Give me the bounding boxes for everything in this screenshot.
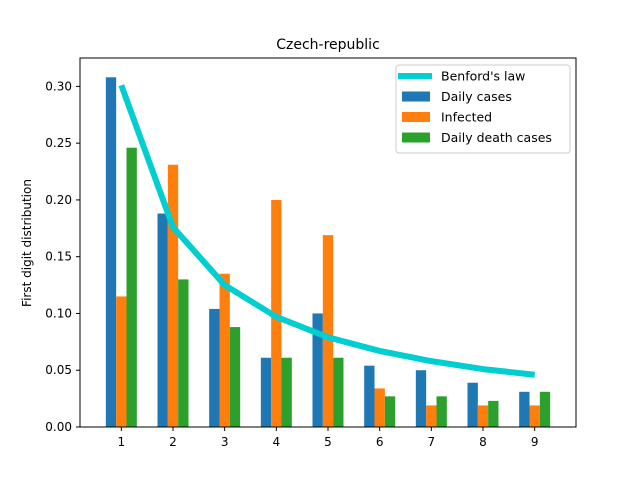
bar-daily-cases-7	[415, 370, 427, 427]
bar-daily-cases-1	[105, 77, 117, 427]
bar-daily-cases-2	[157, 213, 168, 427]
x-tick-label: 8	[479, 435, 487, 449]
x-tick-label: 6	[376, 435, 384, 449]
x-tick-label: 7	[428, 435, 436, 449]
bar-daily-cases-3	[209, 308, 220, 427]
x-tick-label: 5	[324, 435, 332, 449]
bar-daily-cases-6	[364, 365, 375, 427]
bar-daily-death-cases-7	[436, 396, 447, 427]
legend-label: Daily death cases	[441, 130, 552, 145]
bar-daily-cases-9	[519, 391, 530, 427]
y-tick-label: 0.30	[45, 79, 72, 93]
bar-daily-death-cases-4	[281, 357, 292, 427]
y-tick-label: 0.20	[45, 193, 72, 207]
x-tick-label: 3	[221, 435, 229, 449]
bar-daily-death-cases-5	[333, 357, 344, 427]
bar-infected-9	[529, 405, 540, 427]
bar-infected-6	[374, 388, 385, 427]
y-axis-label: First digit distribution	[20, 179, 34, 307]
bar-infected-3	[219, 273, 230, 427]
bar-infected-5	[322, 235, 334, 427]
legend-box	[395, 64, 571, 154]
y-tick-label: 0.05	[45, 363, 72, 377]
legend-label: Benford's law	[441, 69, 525, 84]
x-tick-label: 4	[273, 435, 281, 449]
bar-infected-2	[167, 164, 179, 428]
bar-daily-death-cases-8	[488, 400, 499, 427]
y-tick-label: 0.25	[45, 136, 72, 150]
x-tick-label: 1	[118, 435, 126, 449]
x-tick-label: 2	[169, 435, 177, 449]
bar-daily-cases-8	[467, 382, 478, 427]
legend-swatch	[402, 91, 430, 102]
legend-swatch	[402, 112, 430, 122]
legend-label: Daily cases	[441, 89, 512, 104]
bar-infected-7	[426, 405, 437, 427]
bar-daily-death-cases-3	[229, 327, 241, 427]
bar-daily-death-cases-9	[539, 391, 551, 427]
bar-infected-1	[116, 296, 127, 427]
legend-label: Infected	[441, 110, 492, 125]
y-tick-label: 0.15	[45, 250, 72, 264]
legend: Benford's law Daily cases Infected Daily de…	[395, 64, 571, 154]
y-tick-label: 0.10	[45, 306, 72, 320]
bar-daily-death-cases-2	[178, 279, 189, 427]
bar-daily-cases-4	[260, 357, 272, 427]
chart-title: Czech-republic	[276, 37, 380, 53]
y-tick-label: 0.00	[45, 420, 72, 434]
benford-line-layer	[118, 84, 535, 378]
axes: 0.00 0.05 0.10 0.15 0.20 0.25 0.30 1 2 3 4 5 6 7 8 9	[45, 57, 577, 449]
bar-infected-8	[477, 405, 489, 427]
legend-swatch	[402, 132, 430, 143]
bar-daily-cases-5	[312, 313, 323, 427]
x-tick-label: 9	[531, 435, 539, 449]
bar-daily-death-cases-6	[384, 396, 396, 427]
bar-daily-death-cases-1	[126, 147, 137, 428]
benford-line	[118, 84, 535, 378]
